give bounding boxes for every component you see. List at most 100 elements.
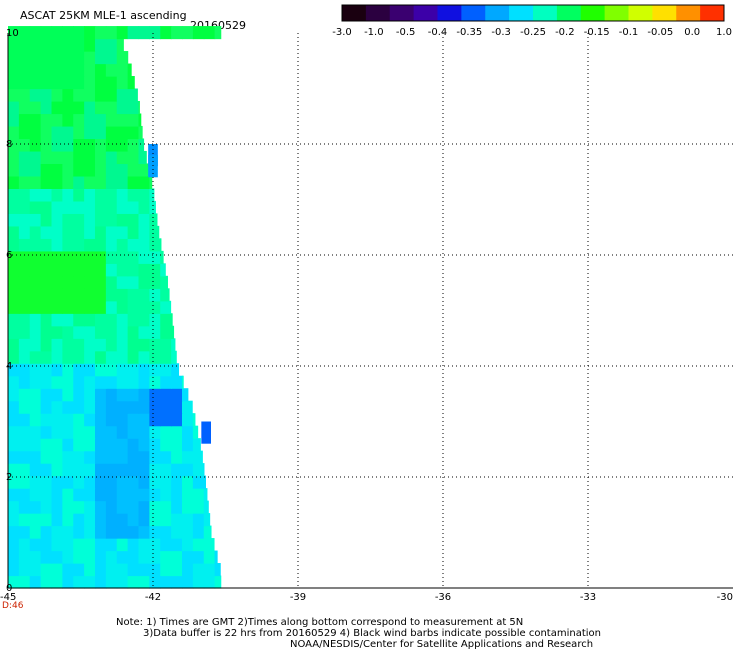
swath-cell	[62, 200, 74, 214]
swath-cell	[18, 313, 31, 327]
swath-cell	[73, 113, 85, 127]
swath-cell	[171, 475, 183, 489]
swath-cell	[95, 425, 107, 439]
swath-cell	[8, 563, 20, 577]
swath-cell	[51, 575, 63, 589]
swath-cell	[8, 288, 20, 302]
swath-cell	[29, 463, 42, 477]
colorbar-segment	[342, 5, 367, 21]
swath-cell	[95, 575, 107, 589]
swath-cell	[18, 100, 31, 115]
swath-cell	[95, 288, 107, 302]
swath-cell	[127, 175, 140, 189]
swath-cell	[95, 113, 107, 127]
swath-cell	[149, 563, 161, 577]
swath-cell	[138, 338, 150, 352]
swath-cell	[8, 313, 20, 327]
swath-cell	[84, 175, 96, 189]
swath-cell	[73, 425, 85, 439]
swath-cell	[214, 575, 222, 589]
swath-cell	[171, 550, 183, 564]
swath-cell	[18, 163, 31, 177]
swath-cell	[105, 338, 118, 352]
swath-cell	[192, 413, 196, 427]
swath-cell	[29, 250, 42, 264]
swath-cell	[138, 113, 142, 127]
swath-cell	[84, 76, 96, 90]
swath-cell	[203, 463, 205, 477]
swath-cell	[95, 513, 107, 527]
swath-cell	[84, 38, 96, 52]
swath-cell	[51, 500, 63, 514]
swath-cell	[105, 225, 118, 239]
swath-cell	[40, 550, 53, 564]
swath-cell	[62, 325, 74, 339]
swath-cell	[73, 563, 85, 577]
swath-cell	[73, 138, 85, 152]
swath-cell	[29, 300, 42, 314]
swath-cell	[171, 400, 183, 414]
swath-cell	[29, 200, 42, 214]
swath-cell	[73, 288, 85, 302]
swath-cell	[18, 225, 31, 239]
swath-cell	[138, 538, 150, 552]
swath-cell	[29, 26, 42, 40]
swath-cell	[105, 438, 118, 452]
swath-cell	[73, 213, 85, 227]
swath-cell	[182, 563, 194, 577]
swath-cell	[105, 263, 118, 277]
swath-cell	[62, 538, 74, 552]
swath-cell	[62, 450, 74, 464]
swath-cell	[127, 388, 140, 402]
swath-cell	[149, 488, 161, 502]
swath-cell	[105, 450, 118, 464]
swath-cell	[116, 550, 129, 564]
swath-cell	[8, 125, 20, 140]
swath-cell	[73, 300, 85, 314]
swath-cell	[40, 463, 53, 477]
swath-cell	[138, 450, 150, 464]
swath-cell	[40, 388, 53, 402]
swath-cell	[51, 550, 63, 564]
swath-cell	[18, 213, 31, 227]
swath-cell	[84, 313, 96, 327]
swath-cell	[18, 513, 31, 527]
swath-cell	[84, 500, 96, 514]
swath-cell	[182, 425, 194, 439]
swath-cell	[40, 400, 53, 414]
swath-cell	[203, 488, 208, 502]
swath-cell	[105, 488, 118, 502]
swath-cell	[149, 238, 161, 252]
swath-cell	[138, 575, 150, 589]
swath-cell	[116, 375, 129, 389]
swath-cell	[51, 275, 63, 289]
swath-cell	[127, 125, 140, 140]
swath-cell	[62, 513, 74, 527]
swath-cell	[182, 500, 194, 514]
swath-cell	[105, 563, 118, 577]
swath-cell	[8, 363, 20, 377]
swath-cell	[138, 413, 150, 427]
swath-cell	[29, 438, 42, 452]
swath-cell	[73, 513, 85, 527]
swath-cell	[95, 438, 107, 452]
swath-cell	[138, 313, 150, 327]
swath-cell	[95, 51, 107, 65]
swath-cell	[18, 488, 31, 502]
swath-cell	[8, 238, 20, 252]
swath-cell	[73, 488, 85, 502]
swath-cell	[148, 155, 158, 178]
swath-cell	[8, 338, 20, 352]
swath-cell	[203, 26, 216, 40]
swath-cell	[116, 338, 129, 352]
swath-cell	[40, 363, 53, 377]
swath-cell	[105, 138, 118, 152]
swath-cell	[8, 175, 20, 189]
swath-cell	[192, 538, 205, 552]
swath-cell	[105, 63, 118, 77]
swath-cell	[138, 100, 140, 115]
swath-cell	[29, 38, 42, 52]
swath-cell	[29, 563, 42, 577]
swath-cell	[73, 188, 85, 202]
swath-cell	[62, 88, 74, 102]
